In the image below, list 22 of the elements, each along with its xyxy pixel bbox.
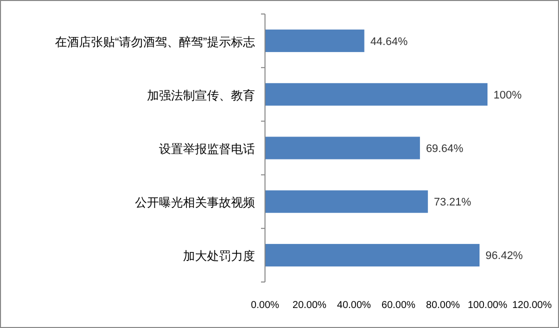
x-tick-label: 0.00% <box>250 300 280 311</box>
bar <box>265 83 488 106</box>
x-tick-label: 80.00% <box>426 300 460 311</box>
y-tick-label: 设置举报监督电话 <box>159 142 255 156</box>
y-tick-label: 加大处罚力度 <box>183 249 255 264</box>
data-label: 100% <box>494 89 522 102</box>
bar <box>265 190 428 213</box>
y-tick-label: 公开曝光相关事故视频 <box>135 196 255 210</box>
y-tick-label: 加强法制宣传、教育 <box>147 88 255 102</box>
data-label: 73.21% <box>434 196 472 209</box>
bar <box>265 136 420 160</box>
data-label: 69.64% <box>426 143 464 155</box>
x-tick-label: 20.00% <box>292 300 327 311</box>
data-label: 44.64% <box>370 36 408 48</box>
data-label: 96.42% <box>486 250 524 262</box>
bar <box>265 244 480 266</box>
x-tick-label: 120.00% <box>512 300 552 311</box>
x-tick-label: 40.00% <box>337 300 372 311</box>
x-tick-label: 60.00% <box>382 300 416 311</box>
x-tick-label: 100.00% <box>468 300 508 311</box>
bar <box>265 30 364 52</box>
y-tick-label: 在酒店张贴“请勿酒驾、醉驾”提示标志 <box>55 34 255 49</box>
